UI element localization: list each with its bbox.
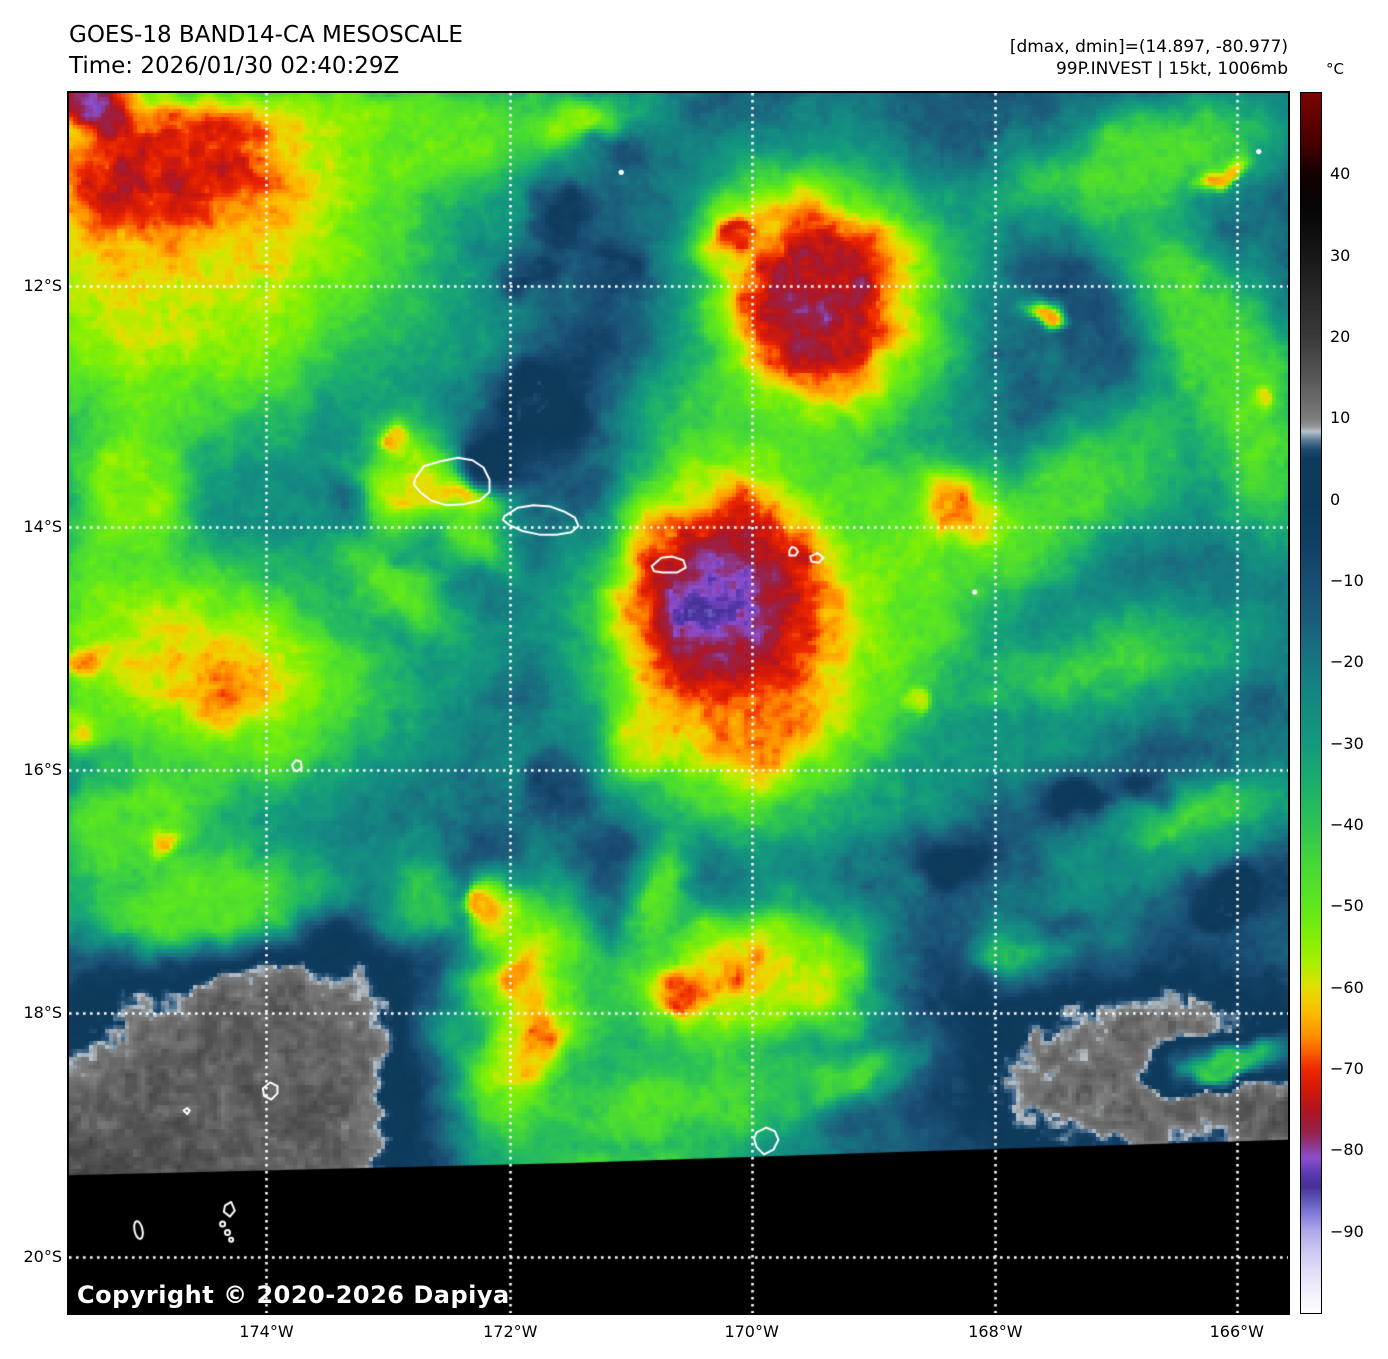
colorbar-gradient-canvas xyxy=(1301,93,1321,1313)
product-info: [dmax, dmin]=(14.897, -80.977) 99P.INVEST… xyxy=(1010,36,1288,80)
colorbar-tick-0: 0 xyxy=(1330,489,1341,509)
colorbar-tick--10: −10 xyxy=(1330,571,1364,590)
lon-label-172W: 172°W xyxy=(483,1322,538,1341)
colorbar-tick--60: −60 xyxy=(1330,977,1364,997)
lon-label-174W: 174°W xyxy=(239,1322,294,1341)
lat-label-18S: 18°S xyxy=(23,1002,62,1022)
colorbar-tick-10: 10 xyxy=(1330,408,1351,428)
copyright-text: Copyright © 2020-2026 Dapiya xyxy=(77,1281,510,1309)
colorbar-tick--90: −90 xyxy=(1330,1221,1364,1241)
product-title-line1: GOES-18 BAND14-CA MESOSCALE xyxy=(69,22,463,48)
lat-label-12S: 12°S xyxy=(23,275,62,295)
lon-label-170W: 170°W xyxy=(724,1322,779,1341)
colorbar-unit-label: °C xyxy=(1326,60,1344,78)
lat-label-14S: 14°S xyxy=(23,517,62,537)
colorbar-tick--80: −80 xyxy=(1330,1140,1364,1160)
colorbar-tick--50: −50 xyxy=(1330,896,1364,916)
colorbar-tick--70: −70 xyxy=(1330,1059,1364,1078)
colorbar-tick--40: −40 xyxy=(1330,815,1364,834)
lat-label-16S: 16°S xyxy=(23,760,62,780)
colorbar-tick-30: 30 xyxy=(1330,245,1351,265)
colorbar-tick-20: 20 xyxy=(1330,327,1351,346)
lat-label-20S: 20°S xyxy=(23,1246,62,1266)
lon-label-166W: 166°W xyxy=(1209,1322,1264,1341)
product-title: GOES-18 BAND14-CA MESOSCALE Time: 2026/01… xyxy=(69,20,463,82)
storm-info-readout: 99P.INVEST | 15kt, 1006mb xyxy=(1055,59,1288,79)
satellite-map: Copyright © 2020-2026 Dapiya xyxy=(67,91,1290,1315)
colorbar-tick--20: −20 xyxy=(1330,652,1364,672)
colorbar xyxy=(1300,92,1322,1314)
dmax-dmin-readout: [dmax, dmin]=(14.897, -80.977) xyxy=(1009,37,1288,57)
colorbar-tick-40: 40 xyxy=(1330,164,1351,184)
product-time-line: Time: 2026/01/30 02:40:29Z xyxy=(69,53,400,79)
lon-label-168W: 168°W xyxy=(968,1322,1023,1341)
satellite-imagery-canvas xyxy=(69,93,1288,1313)
colorbar-tick--30: −30 xyxy=(1330,733,1364,753)
